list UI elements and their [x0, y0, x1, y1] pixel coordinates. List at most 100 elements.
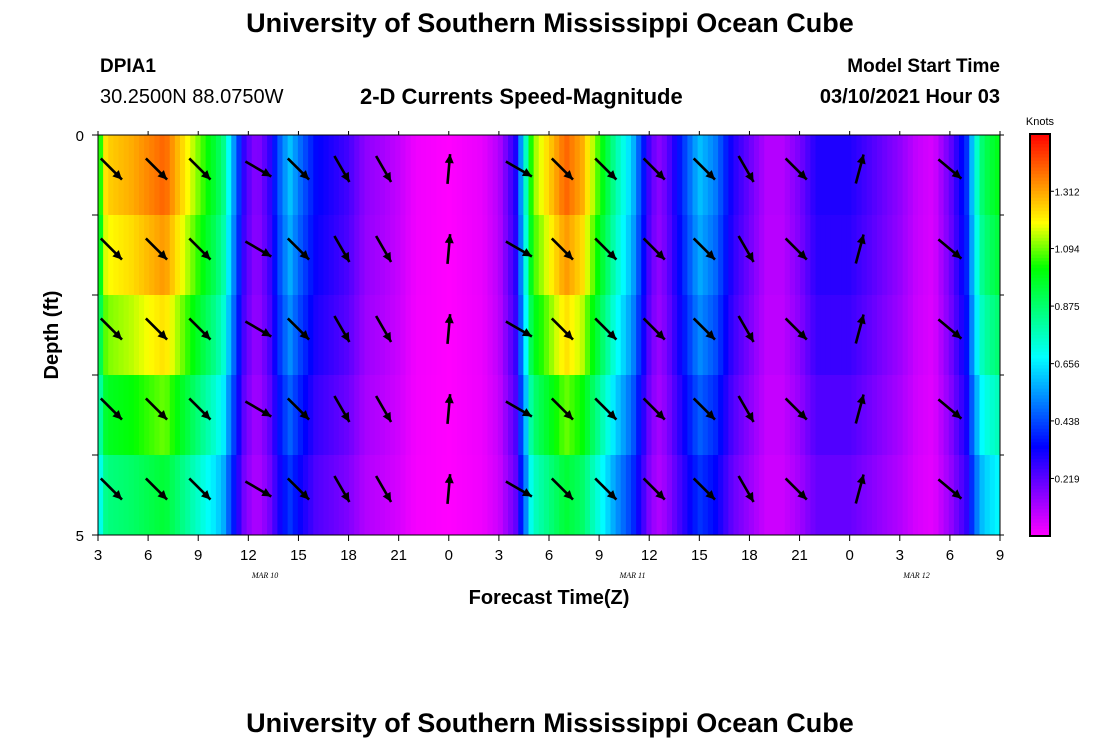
heatmap-cell: [984, 375, 991, 455]
heatmap-cell: [625, 135, 632, 215]
current-arrow: [286, 317, 311, 341]
heatmap-cell: [871, 375, 878, 455]
heatmap-cell: [246, 135, 253, 215]
heatmap-cell: [297, 295, 304, 375]
colorbar-swatch: [1030, 492, 1050, 497]
heatmap-cell: [472, 135, 478, 215]
heatmap-cell: [149, 295, 155, 375]
current-arrow: [374, 315, 393, 343]
arrow-head: [745, 171, 754, 182]
x-tick-label: 9: [595, 547, 603, 564]
heatmap-cell: [907, 295, 914, 375]
heatmap-cell: [174, 375, 181, 455]
arrow-head: [705, 250, 715, 260]
heatmap-cell: [805, 375, 811, 455]
heatmap-cell: [277, 375, 284, 455]
current-arrow: [642, 397, 666, 421]
heatmap-cell: [308, 455, 314, 535]
current-arrow: [642, 237, 666, 261]
heatmap-cell: [246, 455, 253, 535]
heatmap-cell: [789, 295, 796, 375]
heatmap-cell: [595, 135, 601, 215]
heatmap-cell: [902, 295, 909, 375]
heatmap-cell: [251, 375, 258, 455]
heatmap-cell: [210, 135, 217, 215]
colorbar-swatch: [1030, 221, 1050, 226]
heatmap-cell: [897, 135, 904, 215]
heatmap-cell: [180, 455, 186, 535]
heatmap-cell: [108, 135, 114, 215]
heatmap-cell: [133, 295, 140, 375]
heatmap-cell: [297, 375, 304, 455]
arrow-head: [444, 234, 454, 244]
colorbar-swatch: [1030, 278, 1050, 282]
heatmap-cell: [554, 135, 560, 215]
heatmap-cell: [979, 455, 986, 535]
heatmap-cell: [964, 295, 970, 375]
heatmap-cell: [723, 215, 729, 295]
current-arrow: [854, 234, 866, 264]
current-arrow: [784, 237, 808, 261]
heatmap-cell: [538, 135, 545, 215]
heatmap-cell: [410, 295, 417, 375]
colorbar-swatch: [1030, 455, 1050, 460]
heatmap-cell: [810, 215, 817, 295]
heatmap-cell: [467, 135, 473, 215]
heatmap-cell: [328, 215, 335, 295]
colorbar-swatch: [1030, 264, 1050, 269]
colorbar-swatch: [1030, 204, 1050, 209]
heatmap-cell: [641, 375, 647, 455]
heatmap-cell: [513, 135, 519, 215]
heatmap-cell: [420, 295, 427, 375]
x-tick-label: 15: [290, 547, 307, 564]
heatmap-cell: [759, 215, 765, 295]
heatmap-cell: [241, 375, 248, 455]
heatmap-cell: [185, 135, 191, 215]
heatmap-cell: [461, 455, 468, 535]
colorbar-swatch: [1030, 170, 1050, 175]
heatmap-cell: [769, 135, 776, 215]
colorbar-swatch: [1030, 207, 1050, 212]
current-arrow: [937, 238, 963, 260]
heatmap-cell: [256, 215, 263, 295]
heatmap-cell: [374, 215, 381, 295]
current-arrow: [937, 318, 963, 340]
arrow-head: [655, 330, 665, 340]
heatmap-cell: [830, 135, 837, 215]
current-arrow: [99, 397, 123, 421]
heatmap-cell: [185, 215, 191, 295]
arrow-head: [112, 490, 122, 500]
heatmap-cell: [825, 295, 832, 375]
heatmap-cell: [426, 295, 432, 375]
arrow-head: [951, 489, 962, 499]
current-arrow: [188, 477, 212, 501]
heatmap-cell: [195, 375, 202, 455]
arrow-head: [705, 410, 715, 420]
heatmap-cell: [190, 135, 196, 215]
heatmap-cell: [948, 215, 955, 295]
colorbar-swatch: [1030, 475, 1050, 480]
heatmap-cell: [994, 295, 1000, 375]
heatmap-cell: [974, 135, 981, 215]
heatmap-cells: [98, 135, 1000, 535]
heatmap-cell: [349, 215, 355, 295]
heatmap-cell: [892, 295, 899, 375]
heatmap-cell: [195, 135, 202, 215]
heatmap-cell: [866, 455, 873, 535]
heatmap-cell: [139, 455, 145, 535]
heatmap-cell: [338, 295, 345, 375]
heatmap-cell: [272, 295, 278, 375]
heatmap-cell: [620, 375, 627, 455]
heatmap-cell: [149, 215, 155, 295]
colorbar-swatch: [1030, 177, 1050, 182]
date-label: MAR 11: [619, 571, 646, 580]
heatmap-cell: [641, 215, 647, 295]
arrow-head: [299, 410, 310, 420]
heatmap-cell: [897, 375, 904, 455]
heatmap-cell: [420, 135, 427, 215]
arrow-head: [856, 314, 866, 325]
heatmap-cell: [569, 215, 576, 295]
heatmap-cell: [328, 135, 335, 215]
heatmap-cell: [497, 375, 504, 455]
heatmap-cell: [774, 455, 781, 535]
